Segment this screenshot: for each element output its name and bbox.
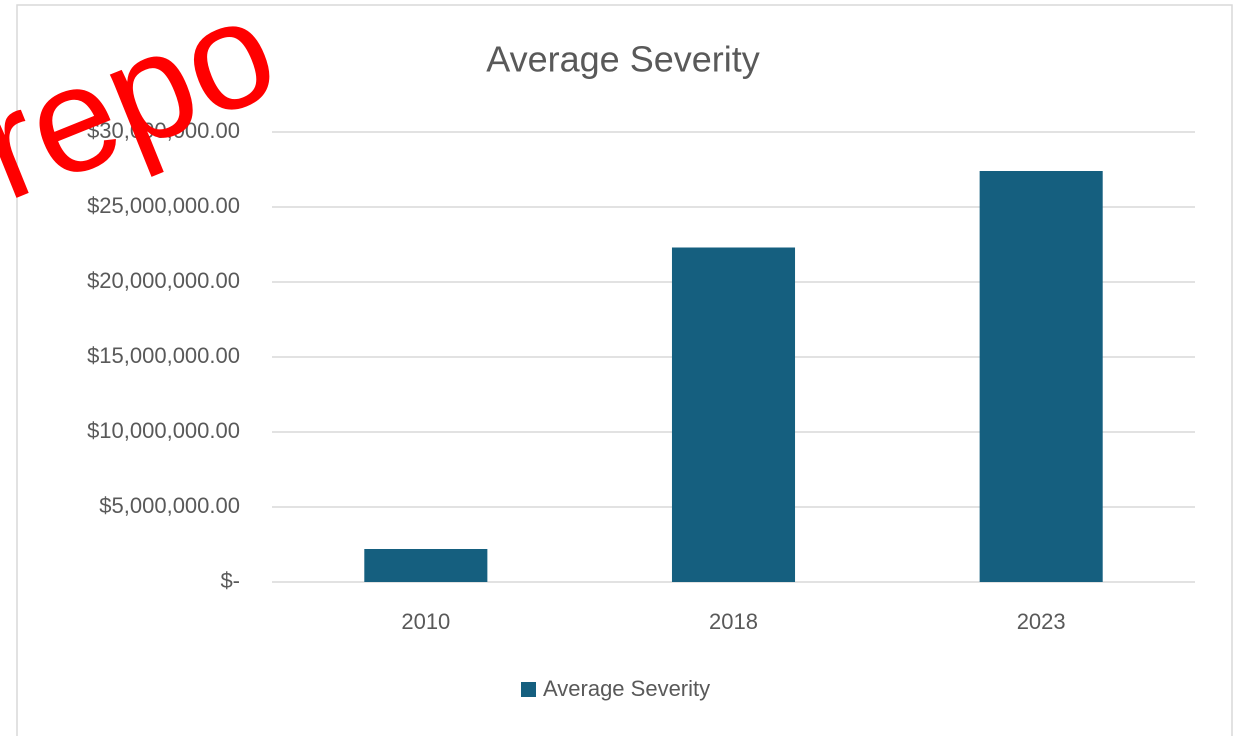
y-tick-label: $15,000,000.00	[87, 343, 240, 368]
y-tick-label: $5,000,000.00	[99, 493, 240, 518]
legend-label: Average Severity	[543, 676, 710, 701]
x-tick-label: 2018	[709, 609, 758, 634]
x-tick-label: 2010	[401, 609, 450, 634]
y-tick-label: $20,000,000.00	[87, 268, 240, 293]
bar	[979, 171, 1103, 582]
legend-swatch	[521, 682, 536, 697]
y-tick-label: $-	[220, 568, 240, 593]
y-tick-label: $25,000,000.00	[87, 193, 240, 218]
bar	[671, 247, 796, 582]
y-tick-label: $30,000,000.00	[87, 118, 240, 143]
y-tick-label: $10,000,000.00	[87, 418, 240, 443]
bar	[364, 549, 488, 582]
chart-title: Average Severity	[486, 39, 759, 80]
x-tick-label: 2023	[1017, 609, 1066, 634]
